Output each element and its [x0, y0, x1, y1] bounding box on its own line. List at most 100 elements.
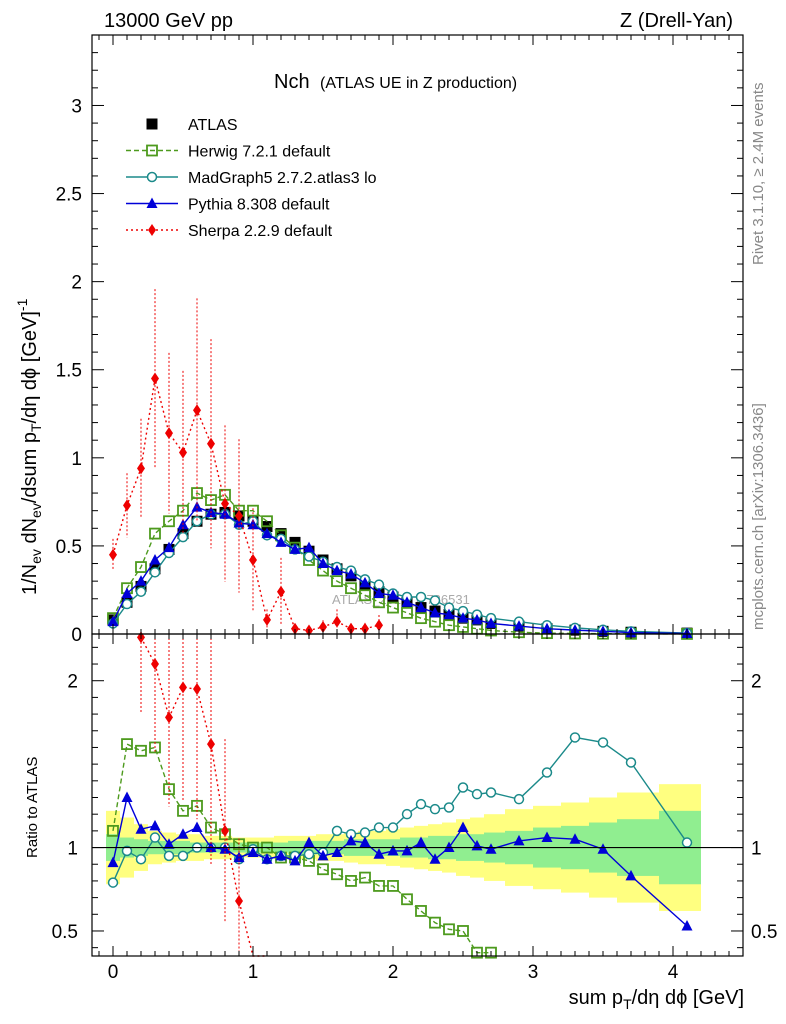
data-point — [429, 803, 441, 815]
data-point — [233, 851, 245, 863]
data-point — [121, 587, 133, 598]
series-line — [112, 378, 380, 632]
y-tick-label: 2 — [71, 273, 82, 294]
data-point — [149, 819, 161, 831]
data-point — [275, 528, 287, 540]
top-ylabel: 1/Nev dNev/dsum pT/dη dϕ [GeV]-1 — [14, 298, 44, 595]
data-point — [319, 620, 327, 633]
header-process-label: Z (Drell-Yan) — [620, 10, 733, 32]
y-tick-label: 1.5 — [56, 361, 82, 382]
data-point — [415, 905, 427, 917]
ratio-ylabel: Ratio to ATLAS — [24, 757, 41, 858]
series-line — [112, 743, 491, 954]
data-point — [345, 568, 357, 579]
data-point — [345, 582, 357, 595]
data-point — [347, 622, 355, 635]
data-point — [331, 868, 343, 881]
data-point — [261, 853, 273, 864]
data-point — [163, 838, 175, 849]
y-tick-label: 2 — [67, 672, 78, 693]
data-point — [359, 871, 371, 884]
data-point — [415, 591, 427, 603]
data-point — [513, 793, 525, 805]
data-point — [191, 515, 203, 527]
data-point — [165, 711, 173, 724]
data-point — [331, 846, 343, 858]
data-point — [485, 787, 497, 798]
data-point — [235, 509, 243, 522]
data-point — [457, 925, 469, 937]
data-point — [165, 427, 173, 440]
ratio-panel-frame — [91, 633, 744, 957]
data-point — [263, 613, 271, 626]
x-tick-label: 3 — [528, 962, 539, 983]
data-point — [387, 844, 399, 856]
data-point — [137, 462, 145, 475]
data-point — [375, 619, 383, 632]
data-point — [471, 788, 483, 800]
data-point — [275, 849, 287, 861]
data-point — [277, 585, 285, 598]
data-point — [387, 880, 399, 892]
x-tick-label: 1 — [248, 962, 259, 983]
data-point — [289, 854, 301, 866]
data-point — [541, 831, 553, 843]
data-point — [401, 893, 413, 906]
data-point — [513, 620, 525, 631]
legend-marker — [146, 171, 158, 183]
y-tick-label: 1 — [67, 839, 78, 860]
y-tick-label-right: 2 — [751, 672, 762, 693]
data-point — [121, 845, 133, 857]
data-point — [597, 843, 609, 854]
data-point — [317, 557, 329, 569]
data-point — [135, 561, 147, 573]
data-point — [429, 916, 441, 929]
data-point — [135, 586, 147, 597]
data-point — [443, 923, 455, 936]
data-point — [275, 536, 287, 547]
data-point — [261, 515, 273, 528]
series-line — [112, 736, 688, 883]
data-point — [135, 823, 147, 834]
data-point — [121, 791, 133, 803]
series-line — [140, 637, 267, 957]
data-point — [107, 877, 119, 888]
y-tick-label-right: 0.5 — [751, 922, 777, 943]
data-point — [303, 541, 315, 553]
data-point — [135, 853, 147, 865]
chart-subtitle: (ATLAS UE in Z production) — [320, 75, 517, 92]
data-point — [149, 527, 161, 540]
data-point — [569, 732, 581, 743]
data-point — [235, 894, 243, 907]
data-point — [177, 828, 189, 839]
data-point — [345, 875, 357, 887]
data-point — [345, 834, 357, 846]
data-point — [429, 606, 441, 618]
mcplots-label: mcplots.cern.ch [arXiv:1306.3436] — [750, 403, 767, 630]
data-point — [303, 551, 315, 562]
x-axis-label: sum pT/dη dϕ [GeV] — [569, 987, 744, 1012]
rivet-label: Rivet 3.1.10, ≥ 2.4M events — [750, 83, 767, 266]
data-point — [401, 596, 413, 607]
data-point — [291, 622, 299, 635]
legend-label: Sherpa 2.2.9 default — [188, 223, 333, 240]
data-point — [317, 863, 329, 876]
data-point — [151, 372, 159, 385]
data-point — [177, 531, 189, 543]
data-point — [373, 848, 385, 859]
data-point — [163, 515, 175, 528]
series-line — [112, 506, 688, 635]
data-point — [359, 827, 371, 838]
legend-marker — [146, 144, 158, 157]
data-point — [429, 595, 441, 606]
data-point — [317, 849, 329, 861]
data-point — [401, 606, 413, 619]
data-point — [123, 499, 131, 512]
data-point — [193, 404, 201, 417]
data-point — [443, 802, 455, 813]
data-point — [387, 822, 399, 833]
data-point — [681, 919, 693, 931]
data-point — [303, 836, 315, 848]
data-point — [331, 564, 343, 576]
data-point — [247, 518, 259, 530]
